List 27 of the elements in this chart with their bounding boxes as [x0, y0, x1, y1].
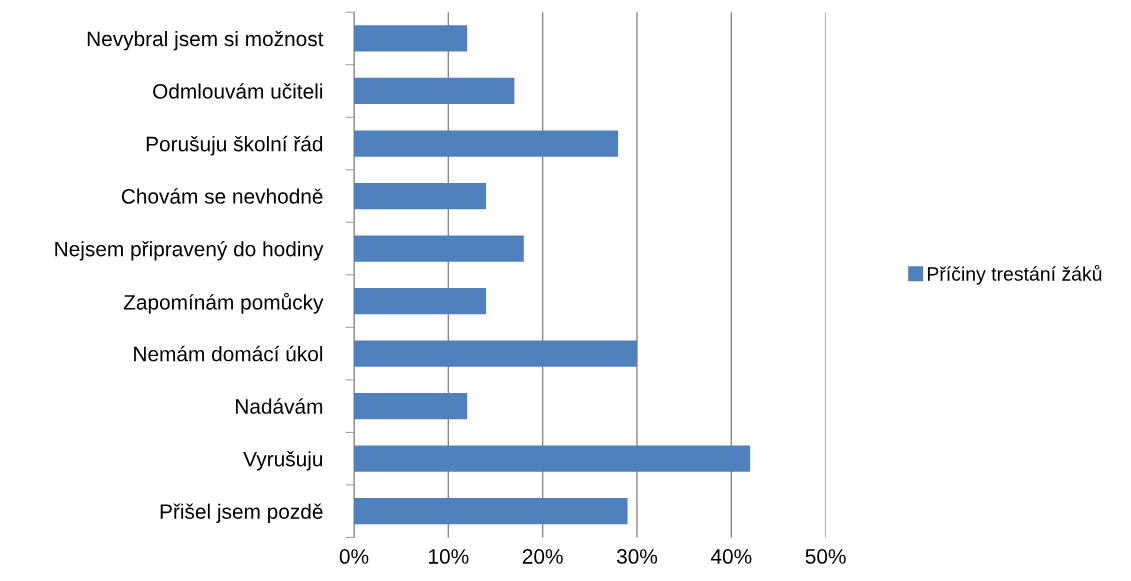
y-tick-label: Nevybral jsem si možnost — [87, 30, 324, 51]
x-tick-label: 40% — [710, 549, 752, 564]
bar — [354, 25, 468, 52]
x-tick-label: 30% — [616, 549, 658, 564]
y-tick-label: Nadávám — [236, 398, 323, 414]
bar — [354, 498, 628, 525]
bar — [354, 235, 524, 262]
y-tick-label: Přišel jsem pozdě — [160, 503, 323, 524]
bar — [354, 77, 515, 105]
y-tick-label: Porušuju školní řád — [146, 135, 323, 156]
bar — [354, 287, 487, 315]
bar — [354, 182, 487, 210]
y-tick-label: Zapomínám pomůcky — [123, 292, 324, 314]
y-tick-label: Nejsem připravený do hodiny — [55, 240, 324, 261]
legend-label: Příčiny trestání žáků — [927, 264, 1102, 285]
x-tick-label: 10% — [429, 549, 469, 564]
y-tick-label: Nemám domácí úkol — [134, 345, 323, 362]
y-tick-label: Odmlouvám učiteli — [153, 83, 323, 99]
x-tick-label: 0% — [339, 549, 369, 564]
y-tick-label: Vyrušuju — [243, 451, 323, 471]
x-tick-label: 50% — [805, 549, 846, 564]
bar — [354, 340, 637, 367]
bar — [354, 392, 468, 420]
bar — [354, 445, 751, 472]
y-tick-label: Chovám se nevhodně — [121, 188, 323, 204]
bar — [354, 130, 619, 157]
x-tick-label: 20% — [522, 549, 563, 564]
